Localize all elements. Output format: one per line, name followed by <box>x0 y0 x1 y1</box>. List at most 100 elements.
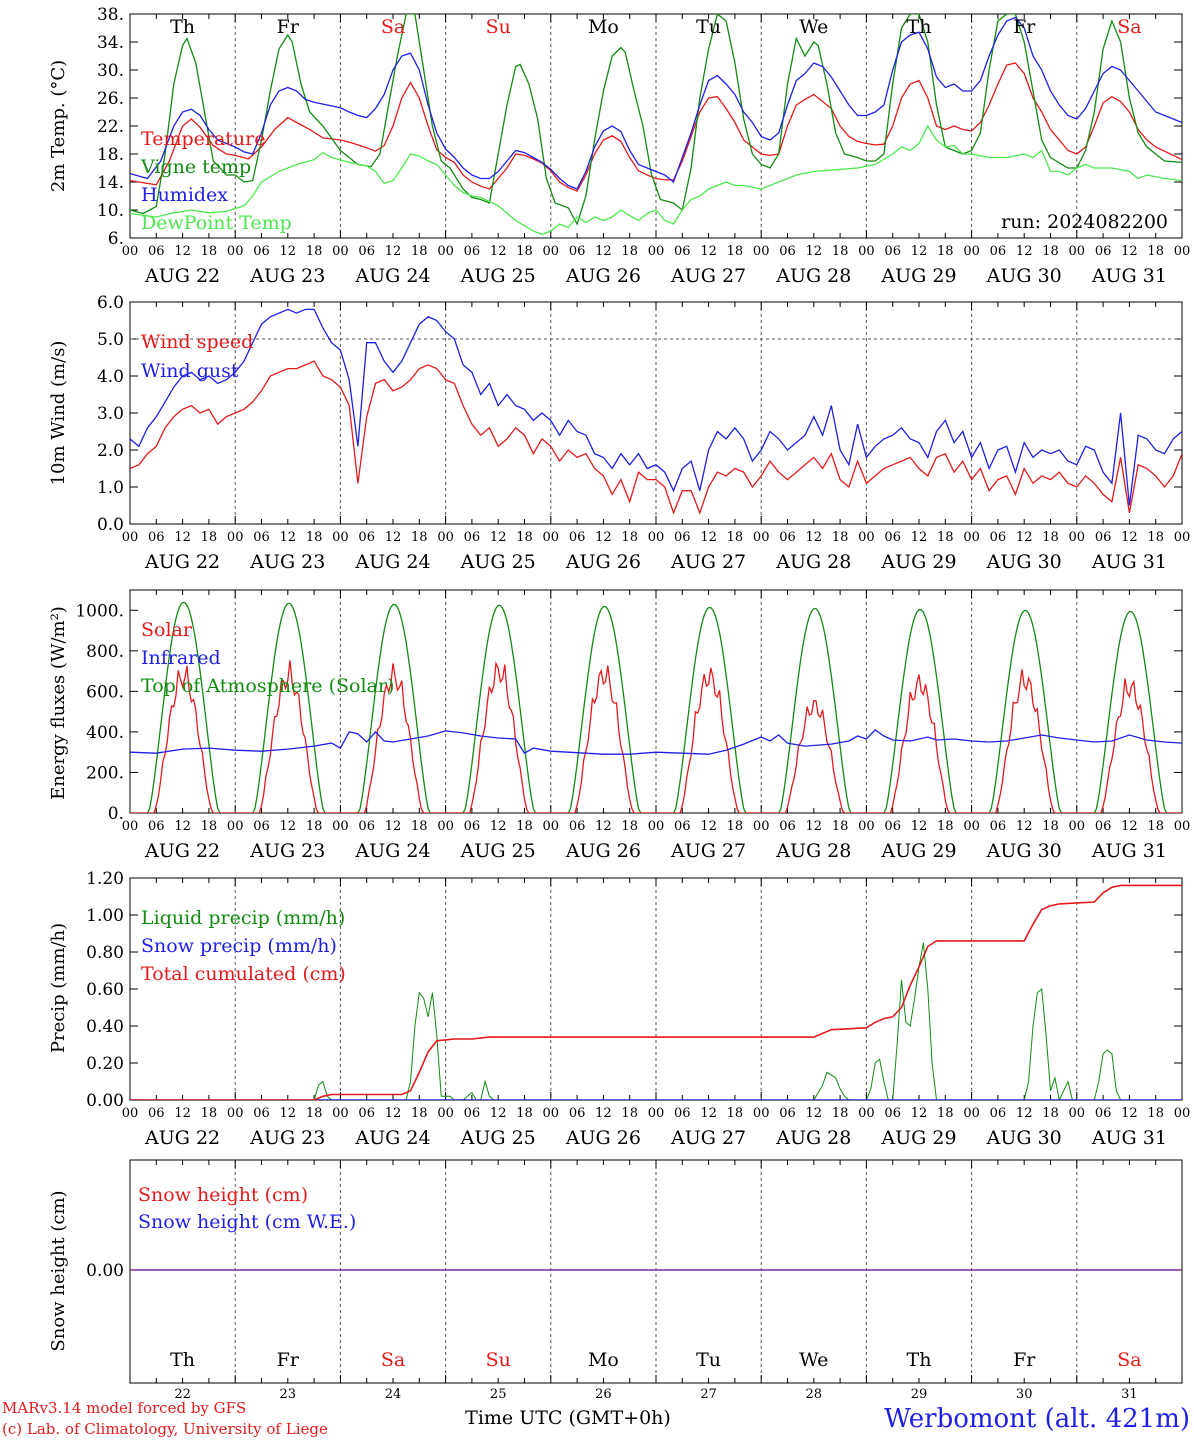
series-temperature <box>130 62 1182 192</box>
y-tick-label: 10. <box>97 201 124 221</box>
hour-tick-label: 12 <box>595 530 612 545</box>
hour-tick-label: 12 <box>806 1106 823 1121</box>
run-label: run: 2024082200 <box>1001 211 1168 233</box>
hour-tick-label: 12 <box>1016 244 1033 259</box>
hour-tick-label: 12 <box>700 244 717 259</box>
legend-entry: Temperature <box>141 128 265 150</box>
day-number-label: 27 <box>700 1387 717 1402</box>
date-label: AUG 30 <box>986 551 1062 573</box>
hour-tick-label: 06 <box>990 530 1007 545</box>
hour-tick-label: 00 <box>753 1106 770 1121</box>
date-label: AUG 27 <box>670 1127 746 1149</box>
legend-entry: Snow height (cm W.E.) <box>138 1211 356 1233</box>
hour-tick-label: 18 <box>727 244 744 259</box>
hour-tick-label: 18 <box>411 1106 428 1121</box>
hour-tick-label: 06 <box>1095 244 1112 259</box>
hour-tick-label: 00 <box>1174 530 1191 545</box>
day-number-label: 23 <box>280 1387 297 1402</box>
date-label: AUG 26 <box>565 840 641 862</box>
hour-tick-label: 06 <box>779 244 796 259</box>
weekday-label: Tu <box>696 1349 721 1371</box>
weekday-label: Sa <box>381 16 405 38</box>
panel-temperature: 6. 10. 14. 18. 22. 26. 30. 34. 38. Th Fr Sa Su Mo Tu We… <box>97 5 1183 249</box>
date-label: AUG 22 <box>144 1127 220 1149</box>
hour-tick-label: 06 <box>674 819 691 834</box>
legend-entry: DewPoint Temp <box>141 212 292 234</box>
hour-tick-label: 18 <box>306 1106 323 1121</box>
hour-tick-label: 18 <box>306 819 323 834</box>
x-axis-title: Time UTC (GMT+0h) <box>465 1407 671 1429</box>
y-tick-label: 1.20 <box>86 869 124 889</box>
hour-tick-label: 06 <box>884 1106 901 1121</box>
hour-tick-label: 12 <box>911 819 928 834</box>
hour-tick-label: 06 <box>1095 1106 1112 1121</box>
hour-tick-label: 06 <box>990 1106 1007 1121</box>
hour-tick-label: 06 <box>358 1106 375 1121</box>
hour-tick-label: 06 <box>1095 530 1112 545</box>
hour-tick-label: 12 <box>806 819 823 834</box>
y-tick-label: 0.00 <box>86 1261 124 1281</box>
hour-tick-label: 12 <box>490 244 507 259</box>
panel-frame <box>129 589 1183 814</box>
day-number-label: 30 <box>1016 1387 1033 1402</box>
hour-tick-label: 06 <box>884 819 901 834</box>
hour-tick-label: 06 <box>253 244 270 259</box>
hour-tick-label: 06 <box>884 244 901 259</box>
date-label: AUG 31 <box>1091 1127 1167 1149</box>
hour-tick-label: 12 <box>595 1106 612 1121</box>
date-label: AUG 23 <box>249 1127 325 1149</box>
hour-tick-label: 06 <box>569 1106 586 1121</box>
hour-tick-label: 12 <box>385 819 402 834</box>
date-label: AUG 30 <box>986 840 1062 862</box>
hour-tick-label: 00 <box>332 1106 349 1121</box>
hour-tick-label: 18 <box>411 530 428 545</box>
series-wind-speed <box>130 360 1182 515</box>
hour-tick-label: 18 <box>832 819 849 834</box>
y-tick-label: 0.80 <box>86 943 124 963</box>
hour-tick-label: 00 <box>858 244 875 259</box>
hour-tick-label: 00 <box>963 819 980 834</box>
date-label: AUG 24 <box>354 1127 430 1149</box>
series-top-of-atmosphere <box>130 601 1182 813</box>
hour-tick-label: 12 <box>595 244 612 259</box>
y-tick-label: 1.0 <box>97 478 124 498</box>
hour-tick-label: 18 <box>621 819 638 834</box>
legend-entry: Top of Atmosphere (Solar) <box>141 675 394 697</box>
hour-tick-label: 06 <box>990 244 1007 259</box>
legend-entry: Liquid precip (mm/h) <box>141 907 345 929</box>
hour-tick-label: 00 <box>122 530 139 545</box>
hour-tick-label: 18 <box>727 1106 744 1121</box>
x-axis-labels: 00 06 12 18 00 06 12 18 00 06 12 18 00 06 12 18 00 06 12 18… <box>122 244 1191 287</box>
hour-tick-label: 00 <box>543 819 560 834</box>
y-tick-label: 4.0 <box>97 367 124 387</box>
hour-tick-label: 06 <box>779 819 796 834</box>
wind-lines <box>130 308 1182 515</box>
hour-tick-label: 18 <box>1147 530 1164 545</box>
hour-tick-label: 18 <box>1042 530 1059 545</box>
date-label: AUG 31 <box>1091 265 1167 287</box>
date-label: AUG 26 <box>565 551 641 573</box>
hour-tick-label: 06 <box>674 1106 691 1121</box>
date-label: AUG 30 <box>986 1127 1062 1149</box>
day-number-label: 25 <box>490 1387 507 1402</box>
legend-entry: Wind gust <box>141 360 239 382</box>
hour-tick-label: 00 <box>332 530 349 545</box>
hour-tick-label: 00 <box>437 1106 454 1121</box>
date-label: AUG 30 <box>986 265 1062 287</box>
date-label: AUG 29 <box>880 1127 956 1149</box>
hour-tick-label: 00 <box>543 244 560 259</box>
hour-tick-label: 00 <box>753 244 770 259</box>
day-number-label: 26 <box>595 1387 612 1402</box>
day-number-label: 29 <box>911 1387 928 1402</box>
y-tick-label: 3.0 <box>97 404 124 424</box>
panel-precip: 0.00 0.20 0.40 0.60 0.80 1.00 1.20 Liquid preci… <box>86 869 1183 1111</box>
weekday-label: Th <box>170 16 195 38</box>
date-label: AUG 29 <box>880 840 956 862</box>
hour-tick-label: 18 <box>516 530 533 545</box>
hour-tick-label: 00 <box>122 1106 139 1121</box>
hour-tick-label: 12 <box>174 819 191 834</box>
date-label: AUG 27 <box>670 265 746 287</box>
hour-tick-label: 12 <box>490 1106 507 1121</box>
hour-tick-label: 00 <box>1069 244 1086 259</box>
hour-tick-label: 00 <box>437 244 454 259</box>
